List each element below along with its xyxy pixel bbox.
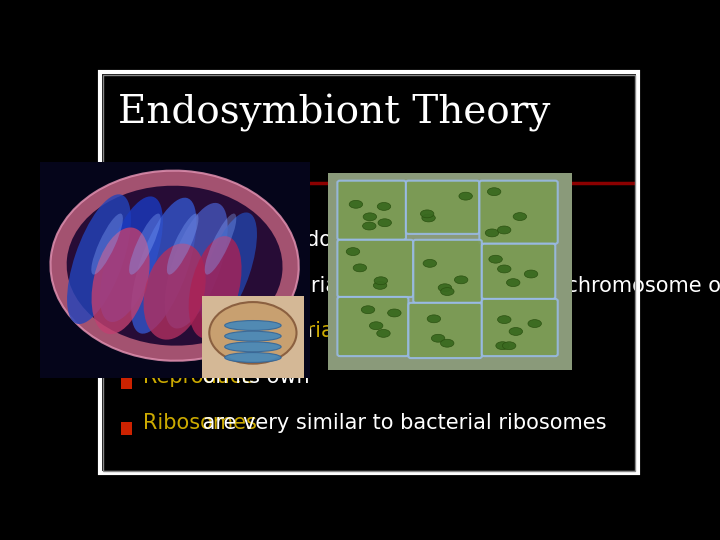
Ellipse shape bbox=[363, 222, 376, 230]
Ellipse shape bbox=[509, 328, 523, 335]
Ellipse shape bbox=[489, 255, 503, 263]
Ellipse shape bbox=[431, 334, 445, 342]
Ellipse shape bbox=[91, 227, 150, 334]
Ellipse shape bbox=[210, 302, 297, 363]
Ellipse shape bbox=[374, 277, 387, 285]
Ellipse shape bbox=[485, 229, 499, 237]
FancyBboxPatch shape bbox=[480, 181, 558, 244]
Text: Evidence for endosymbiosis: Evidence for endosymbiosis bbox=[143, 230, 435, 250]
Ellipse shape bbox=[225, 342, 281, 352]
Ellipse shape bbox=[143, 244, 206, 340]
Ellipse shape bbox=[91, 213, 123, 275]
Ellipse shape bbox=[354, 264, 366, 272]
FancyBboxPatch shape bbox=[482, 244, 555, 299]
Bar bbox=[121, 422, 132, 435]
FancyBboxPatch shape bbox=[408, 303, 482, 358]
Ellipse shape bbox=[374, 281, 387, 289]
Ellipse shape bbox=[487, 188, 501, 195]
Ellipse shape bbox=[361, 306, 374, 314]
Bar bbox=[121, 239, 132, 252]
Ellipse shape bbox=[100, 197, 163, 322]
Ellipse shape bbox=[369, 322, 383, 329]
Ellipse shape bbox=[513, 213, 526, 220]
Ellipse shape bbox=[129, 213, 161, 275]
Ellipse shape bbox=[363, 213, 377, 221]
Ellipse shape bbox=[204, 213, 236, 275]
Ellipse shape bbox=[225, 321, 281, 330]
Ellipse shape bbox=[423, 259, 436, 267]
Ellipse shape bbox=[498, 265, 511, 273]
Text: Very similar to a: Very similar to a bbox=[143, 321, 320, 341]
Ellipse shape bbox=[349, 200, 363, 208]
Ellipse shape bbox=[346, 248, 360, 255]
Ellipse shape bbox=[67, 194, 131, 324]
Ellipse shape bbox=[50, 171, 299, 361]
Ellipse shape bbox=[528, 320, 541, 327]
Ellipse shape bbox=[165, 203, 228, 328]
FancyBboxPatch shape bbox=[338, 297, 408, 356]
Ellipse shape bbox=[378, 219, 392, 227]
Ellipse shape bbox=[387, 309, 401, 317]
Text: Endosymbiont Theory: Endosymbiont Theory bbox=[118, 94, 550, 132]
Text: Each mitochondrian has its own circular chromosome of DNA: Each mitochondrian has its own circular … bbox=[143, 275, 720, 295]
FancyBboxPatch shape bbox=[338, 181, 406, 240]
Ellipse shape bbox=[377, 202, 391, 211]
Ellipse shape bbox=[498, 226, 511, 234]
Bar bbox=[121, 377, 132, 389]
FancyBboxPatch shape bbox=[338, 240, 413, 297]
Text: on its own: on its own bbox=[196, 367, 310, 387]
Ellipse shape bbox=[225, 331, 281, 341]
Ellipse shape bbox=[189, 236, 241, 339]
Ellipse shape bbox=[427, 315, 441, 323]
Ellipse shape bbox=[438, 284, 451, 292]
Ellipse shape bbox=[420, 210, 434, 218]
Ellipse shape bbox=[503, 342, 516, 350]
Ellipse shape bbox=[422, 214, 436, 222]
Bar bbox=[121, 331, 132, 343]
Ellipse shape bbox=[496, 342, 509, 349]
Text: bacteria: bacteria bbox=[248, 321, 334, 341]
FancyBboxPatch shape bbox=[413, 240, 482, 303]
Ellipse shape bbox=[167, 213, 199, 275]
Bar bbox=[121, 285, 132, 298]
FancyBboxPatch shape bbox=[482, 299, 558, 356]
Text: Ribosomes: Ribosomes bbox=[143, 413, 257, 433]
Ellipse shape bbox=[377, 329, 390, 338]
Ellipse shape bbox=[441, 288, 454, 295]
Ellipse shape bbox=[225, 353, 281, 362]
Ellipse shape bbox=[498, 316, 511, 323]
Ellipse shape bbox=[441, 339, 454, 347]
Ellipse shape bbox=[524, 270, 538, 278]
Ellipse shape bbox=[131, 198, 197, 334]
Text: Reproduce: Reproduce bbox=[143, 367, 254, 387]
Text: are very similar to bacterial ribosomes: are very similar to bacterial ribosomes bbox=[196, 413, 606, 433]
Ellipse shape bbox=[459, 192, 472, 200]
Ellipse shape bbox=[67, 186, 282, 346]
Ellipse shape bbox=[506, 279, 520, 287]
Ellipse shape bbox=[200, 212, 257, 328]
Ellipse shape bbox=[454, 276, 468, 284]
FancyBboxPatch shape bbox=[406, 181, 480, 234]
